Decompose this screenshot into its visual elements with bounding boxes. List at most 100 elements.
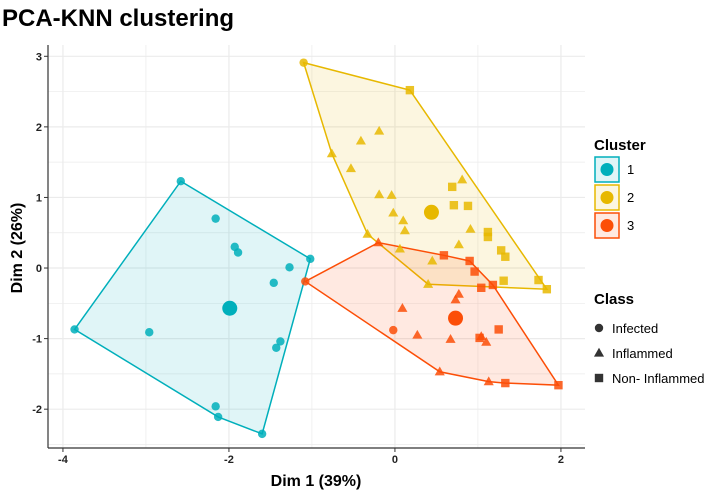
y-tick-label: 0: [36, 263, 42, 275]
cluster-2-point: [362, 228, 373, 238]
cluster-3-centroid: [448, 310, 464, 326]
y-tick-label: 1: [36, 192, 42, 204]
cluster-2-point: [345, 163, 356, 173]
cluster-1-point: [213, 412, 223, 422]
class-legend-symbol-circle: [594, 323, 604, 333]
cluster-2-point: [449, 201, 459, 210]
cluster-2-centroid: [423, 204, 439, 220]
cluster-3-point: [450, 294, 461, 304]
cluster-3-point: [434, 366, 445, 376]
x-tick-label: -4: [58, 454, 69, 466]
cluster-3-point: [475, 333, 484, 343]
cluster-legend-symbol-1: [600, 163, 614, 176]
x-tick-label: 2: [558, 454, 564, 466]
cluster-3-point: [488, 280, 498, 290]
class-legend-symbol-triangle: [593, 347, 605, 357]
cluster-legend-label-1: 1: [627, 162, 634, 177]
cluster-3-point: [481, 336, 492, 346]
cluster-2-point: [542, 284, 552, 294]
cluster-2-point: [386, 190, 397, 199]
cluster-3-point: [470, 267, 479, 276]
cluster-1-point: [257, 429, 267, 439]
cluster-1-point: [272, 343, 281, 352]
legend: Cluster 1 2 3 Class Infected Inflammed N…: [593, 137, 704, 386]
cluster-2-point: [388, 207, 399, 217]
cluster-1-centroid: [222, 300, 238, 316]
cluster-3-point: [477, 283, 486, 292]
plot-panel: [48, 45, 585, 448]
cluster-3-point: [483, 376, 494, 386]
cluster-2-point: [448, 182, 457, 192]
cluster-2-point: [483, 232, 493, 242]
cluster-3-hull: [303, 241, 560, 386]
cluster-3-point: [389, 325, 398, 335]
cluster-2-point: [427, 255, 438, 265]
cluster-legend-label-2: 2: [627, 190, 634, 205]
class-legend-title: Class: [594, 291, 634, 308]
cluster-3-point: [453, 288, 464, 298]
cluster-2-point: [501, 252, 510, 261]
cluster-2-point: [398, 215, 409, 225]
cluster-3-point: [501, 378, 510, 388]
cluster-1-point: [211, 214, 220, 223]
cluster-legend-symbol-3: [600, 219, 614, 232]
cluster-2-point: [496, 246, 506, 255]
cluster-2-point: [399, 225, 410, 235]
cluster-3-point: [494, 325, 503, 334]
data-points: [70, 58, 563, 439]
cluster-2-point: [326, 148, 337, 158]
x-tick-label: 0: [392, 454, 398, 466]
x-tick-label: -2: [224, 454, 234, 466]
cluster-2-point: [299, 58, 308, 67]
grid: [48, 45, 585, 448]
y-tick-label: -2: [32, 404, 42, 416]
class-legend-label-infected: Infected: [612, 321, 658, 336]
cluster-1-point: [176, 177, 185, 186]
cluster-1-point: [233, 248, 243, 257]
cluster-2-point: [465, 223, 476, 233]
cluster-3-point: [397, 303, 408, 312]
cluster-2-point: [355, 135, 366, 145]
cluster-legend-label-3: 3: [627, 218, 634, 233]
cluster-1-point: [70, 325, 79, 334]
cluster-legend-symbol-2: [600, 191, 614, 204]
y-axis-title: Dim 2 (26%): [9, 203, 26, 294]
cluster-1-point: [211, 402, 220, 411]
cluster-2-point: [534, 275, 543, 285]
cluster-3-point: [373, 237, 384, 247]
cluster-2-point: [374, 125, 385, 135]
cluster-1-point: [269, 278, 278, 288]
cluster-3-point: [301, 277, 310, 286]
cluster-1-point: [145, 328, 154, 337]
cluster-3-point: [554, 380, 563, 390]
cluster-1-point: [306, 254, 315, 264]
y-tick-label: -1: [32, 334, 42, 346]
cluster-legend-title: Cluster: [594, 137, 646, 154]
cluster-3-point: [412, 329, 423, 339]
chart-title: PCA-KNN clustering: [2, 5, 234, 32]
cluster-3-point: [465, 256, 474, 266]
cluster-2-point: [423, 279, 434, 288]
cluster-2-point: [457, 174, 468, 184]
cluster-2-point: [463, 201, 473, 211]
cluster-3-point: [445, 334, 456, 343]
cluster-2-point: [394, 243, 405, 253]
y-tick-label: 3: [36, 51, 42, 63]
class-legend-label-non-inflammed: Non- Inflammed: [612, 371, 704, 386]
cluster-3-point: [439, 251, 449, 260]
axes: -4 -2 0 2 -2 -1 0 1 2 3: [32, 45, 585, 466]
cluster-2-point: [483, 227, 493, 237]
class-legend-label-inflammed: Inflammed: [612, 346, 673, 361]
cluster-2-point: [453, 239, 464, 249]
cluster-1-point: [276, 337, 285, 346]
y-tick-label: 2: [36, 122, 42, 134]
class-legend-symbol-square: [594, 373, 604, 383]
cluster-1-hull: [73, 180, 312, 435]
x-axis-title: Dim 1 (39%): [271, 473, 362, 490]
cluster-2-point: [374, 189, 385, 199]
cluster-2-point: [405, 85, 415, 95]
cluster-1-point: [285, 263, 294, 272]
cluster-2-point: [499, 276, 508, 285]
